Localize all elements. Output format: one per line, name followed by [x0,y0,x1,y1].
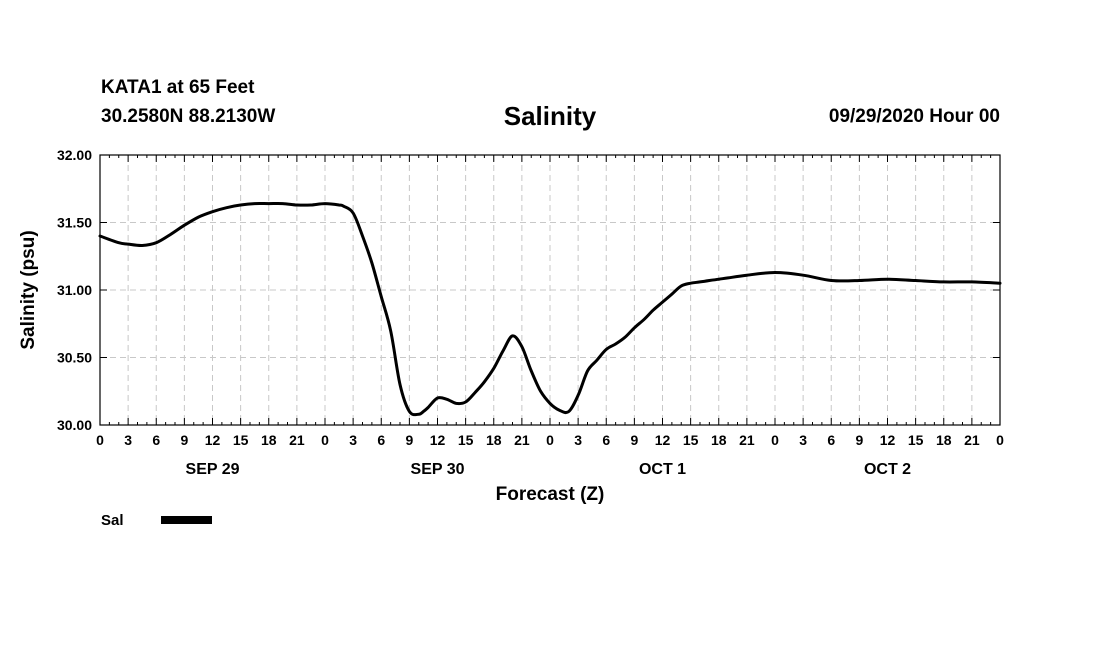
axis-tick-labels: 0 3 6 9 12 15 18 21 0 3 6 9 12 15 18 21 0 3 6 9 12 15 18 21 0 3 6 9… [57,147,1004,478]
y-axis-title: Salinity (psu) [18,230,39,349]
x-tick-label: 9 [630,432,638,448]
x-tick-label: 21 [739,432,755,448]
x-tick-label: 0 [996,432,1004,448]
x-tick-label: 18 [711,432,727,448]
x-tick-label: 0 [771,432,779,448]
chart-title-text: Salinity [503,101,597,131]
y-tick-label: 30.50 [57,350,92,366]
x-tick-label: 6 [152,432,160,448]
legend-label: Sal [101,512,124,529]
x-tick-label: 12 [880,432,896,448]
y-tick-label: 31.50 [57,215,92,231]
x-tick-label: 9 [180,432,188,448]
chart-title: Salinity [0,101,1100,132]
forecast-run-time: 09/29/2020 Hour 00 [828,106,1000,127]
legend: Sal [101,512,212,529]
x-tick-label: 15 [908,432,924,448]
x-tick-label: 6 [602,432,610,448]
day-label: SEP 29 [186,461,240,478]
x-tick-label: 18 [936,432,952,448]
x-tick-label: 21 [289,432,305,448]
x-tick-label: 6 [827,432,835,448]
x-tick-label: 15 [458,432,474,448]
x-axis-title: Forecast (Z) [496,484,605,505]
day-label: OCT 2 [864,461,911,478]
x-tick-label: 21 [514,432,530,448]
x-tick-label: 0 [96,432,104,448]
x-tick-label: 3 [574,432,582,448]
axis-ticks [99,154,1001,426]
series-line-sal [98,202,1002,417]
legend-swatch [161,516,212,524]
station-coordinates: 30.2580N 88.2130W [101,106,276,127]
x-tick-label: 9 [405,432,413,448]
x-tick-label: 3 [349,432,357,448]
x-tick-label: 12 [430,432,446,448]
x-tick-label: 0 [546,432,554,448]
x-tick-label: 12 [655,432,671,448]
x-tick-label: 9 [855,432,863,448]
x-tick-label: 15 [233,432,249,448]
x-tick-label: 18 [261,432,277,448]
x-tick-label: 18 [486,432,502,448]
day-label: OCT 1 [639,461,686,478]
y-tick-label: 31.00 [57,282,92,298]
station-name: KATA1 at 65 Feet [101,77,255,98]
x-tick-label: 15 [683,432,699,448]
x-tick-label: 0 [321,432,329,448]
x-tick-label: 3 [124,432,132,448]
y-tick-label: 30.00 [57,417,92,433]
x-tick-label: 12 [205,432,221,448]
x-tick-label: 6 [377,432,385,448]
day-label: SEP 30 [411,461,465,478]
x-tick-label: 3 [799,432,807,448]
grid [100,155,1000,425]
y-tick-label: 32.00 [57,147,92,163]
x-tick-label: 21 [964,432,980,448]
